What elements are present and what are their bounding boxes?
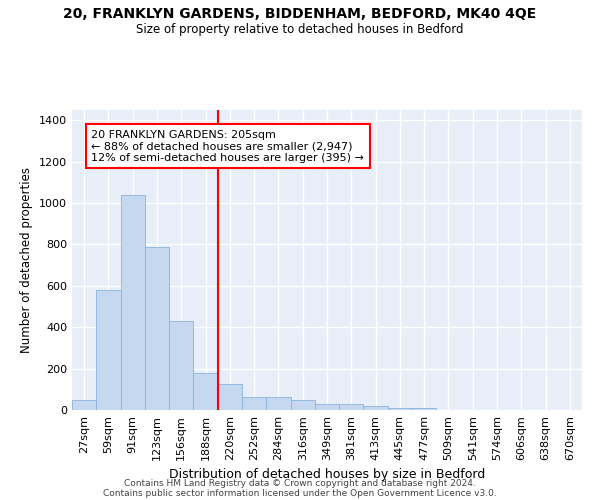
Bar bbox=[290, 400, 315, 410]
Text: 20 FRANKLYN GARDENS: 205sqm
← 88% of detached houses are smaller (2,947)
12% of : 20 FRANKLYN GARDENS: 205sqm ← 88% of det… bbox=[91, 130, 364, 163]
Bar bbox=[145, 247, 169, 410]
Text: 20, FRANKLYN GARDENS, BIDDENHAM, BEDFORD, MK40 4QE: 20, FRANKLYN GARDENS, BIDDENHAM, BEDFORD… bbox=[64, 8, 536, 22]
Bar bbox=[364, 406, 388, 410]
Text: Contains public sector information licensed under the Open Government Licence v3: Contains public sector information licen… bbox=[103, 488, 497, 498]
Bar bbox=[169, 321, 193, 410]
Bar bbox=[193, 373, 218, 410]
Bar bbox=[121, 195, 145, 410]
Bar bbox=[72, 400, 96, 410]
Bar bbox=[242, 396, 266, 410]
Bar bbox=[412, 408, 436, 410]
Bar bbox=[388, 408, 412, 410]
Text: Size of property relative to detached houses in Bedford: Size of property relative to detached ho… bbox=[136, 22, 464, 36]
Bar bbox=[339, 404, 364, 410]
Bar bbox=[218, 384, 242, 410]
X-axis label: Distribution of detached houses by size in Bedford: Distribution of detached houses by size … bbox=[169, 468, 485, 481]
Y-axis label: Number of detached properties: Number of detached properties bbox=[20, 167, 34, 353]
Bar bbox=[315, 404, 339, 410]
Text: Contains HM Land Registry data © Crown copyright and database right 2024.: Contains HM Land Registry data © Crown c… bbox=[124, 478, 476, 488]
Bar bbox=[266, 396, 290, 410]
Bar bbox=[96, 290, 121, 410]
